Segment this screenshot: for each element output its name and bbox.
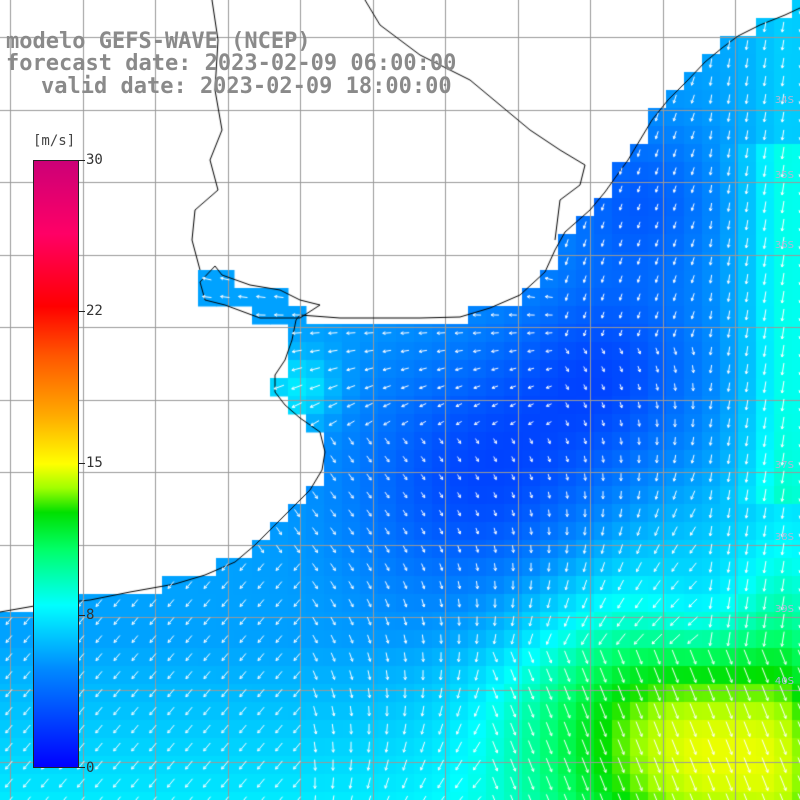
colorbar-unit: [m/s] — [33, 133, 76, 149]
latitude-label: 39S — [774, 604, 794, 615]
latitude-label: 36S — [774, 240, 794, 251]
latitude-label: 38S — [774, 532, 794, 543]
valid-date: valid date: 2023-02-09 18:00:00 — [41, 74, 452, 99]
colorbar-tick-label: 22 — [86, 303, 103, 319]
colorbar-tick-label: 0 — [86, 760, 95, 776]
latitude-label: 34S — [774, 95, 794, 106]
latitude-label: 40S — [774, 676, 794, 687]
forecast-date: forecast date: 2023-02-09 06:00:00 — [6, 51, 457, 76]
colorbar-tick-mark — [79, 615, 85, 616]
colorbar-tick-label: 8 — [86, 607, 95, 623]
colorbar-tick-mark — [79, 160, 85, 161]
latitude-label: 37S — [774, 460, 794, 471]
colorbar-tick-label: 15 — [86, 455, 103, 471]
colorbar — [33, 160, 79, 768]
colorbar-tick-label: 30 — [86, 152, 103, 168]
model-title: modelo GEFS-WAVE (NCEP) — [6, 29, 311, 54]
colorbar-tick-mark — [79, 311, 85, 312]
colorbar-tick-mark — [79, 463, 85, 464]
latitude-label: 35S — [774, 170, 794, 181]
colorbar-tick-mark — [79, 767, 85, 768]
